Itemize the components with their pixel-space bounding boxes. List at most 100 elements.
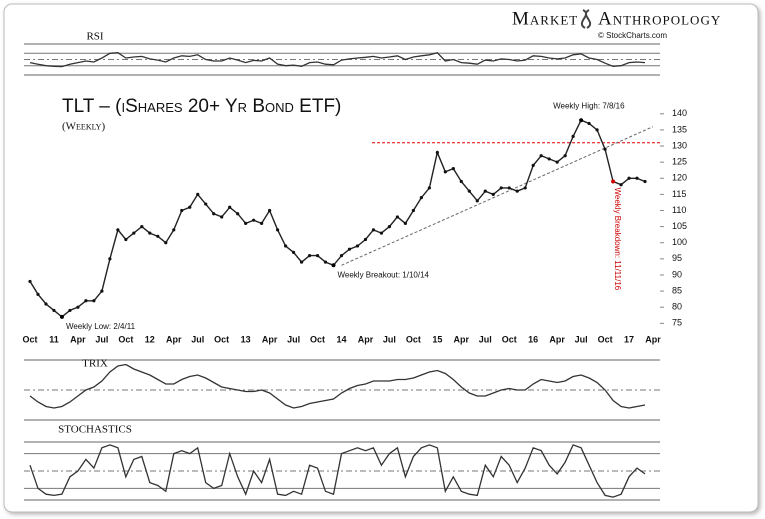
price-point [619,183,623,187]
x-tick-label: Apr [454,334,470,344]
price-point [196,192,200,196]
price-point [627,176,631,180]
price-point [212,212,216,216]
annotation: Weekly High: 7/8/16 [553,101,625,110]
x-tick-label: 16 [528,334,538,344]
price-point [315,254,320,258]
price-point [515,189,519,193]
x-tick-label: 12 [145,334,155,344]
x-tick-label: Jul [287,334,300,344]
panel-title: RSI [86,31,103,43]
price-point [180,208,184,213]
x-tick-label: Jul [383,334,396,344]
source: © StockCharts.com [598,31,667,40]
annotation-marker [59,314,64,319]
price-point [395,215,400,219]
x-tick-label: Jul [575,334,588,344]
y-tick-label: 100 [672,237,687,247]
price-point [148,231,152,235]
price-point [132,231,136,235]
price-point [635,176,639,180]
price-point [252,218,256,222]
price-point [84,299,88,303]
annotation: Weekly Low: 2/4/11 [66,322,136,331]
trend-line [341,126,654,266]
x-tick-label: Jul [479,334,492,344]
price-point [172,228,176,232]
price-point [339,254,344,258]
price-point [68,308,72,313]
price-point [347,247,352,251]
price-point [499,186,503,190]
price-point [451,166,455,171]
y-tick-label: 80 [672,302,682,312]
price-point [419,196,423,200]
price-point [116,228,120,232]
y-tick-label: 135 [672,124,687,134]
annotation: Weekly Breakdown: 11/11/16 [613,187,622,290]
series-line [29,51,646,68]
price-point [188,205,192,209]
y-tick-label: 85 [672,285,682,295]
brand-left: Market [512,8,578,29]
x-tick-label: Apr [358,334,374,344]
price-point [228,205,232,209]
x-tick-label: Oct [598,334,613,344]
price-point [164,241,168,245]
price-point [220,215,224,219]
price-point [291,250,296,255]
x-tick-label: Oct [214,334,229,344]
price-point [52,308,56,313]
y-tick-label: 110 [672,205,686,215]
price-point [467,189,471,193]
annotation-marker [611,179,616,184]
x-tick-label: 13 [241,334,251,344]
price-point [595,128,599,132]
price-point [363,237,368,242]
x-tick-label: Apr [549,334,565,344]
price-point [156,234,160,238]
main-title: TLT – (iShares 20+ Yr Bond ETF) [62,96,341,117]
annotation-marker [579,118,584,123]
annotation: Weekly Breakout: 1/10/14 [338,270,430,279]
annotation-marker [331,263,336,268]
price-point [563,154,567,158]
y-tick-label: 125 [672,157,687,167]
price-point [100,289,104,293]
price-point [244,221,248,225]
price-point [371,228,376,232]
x-tick-label: Jul [191,334,204,344]
panel-title: STOCHASTICS [58,424,132,436]
price-point [411,208,415,213]
x-tick-label: Oct [406,334,421,344]
x-tick-label: Oct [502,334,517,344]
price-point [539,154,543,158]
x-tick-label: Apr [645,334,661,344]
price-point [28,279,32,284]
price-point [523,186,527,190]
y-tick-label: 120 [672,173,687,183]
price-point [587,121,591,126]
price-point [283,244,288,248]
y-tick-label: 140 [672,108,687,118]
price-point [475,199,479,203]
price-point [571,134,575,138]
price-point [204,202,208,206]
price-point [427,186,431,190]
y-tick-label: 95 [672,253,682,263]
x-tick-label: Apr [166,334,182,344]
price-point [299,260,304,264]
x-tick-label: 17 [624,334,634,344]
brand-icon [580,9,592,29]
subtitle: (Weekly) [62,121,105,133]
price-point [276,228,280,232]
x-tick-label: 11 [49,334,59,344]
y-tick-label: 90 [672,269,682,279]
brand-right: Anthropology [598,8,721,29]
price-point [443,170,447,174]
y-tick-label: 115 [672,189,686,199]
price-point [108,257,112,261]
series-line [29,444,646,498]
x-tick-label: 14 [336,334,346,344]
price-point [76,305,80,309]
